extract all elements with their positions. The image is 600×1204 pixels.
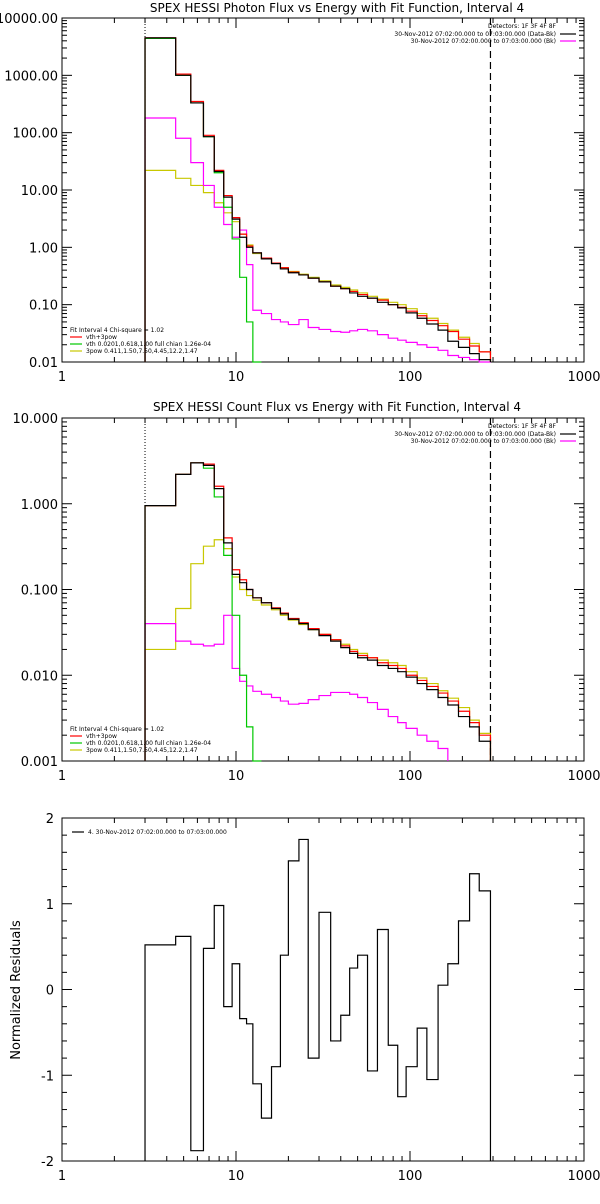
photon-flux-x-tick-label: 100 xyxy=(398,370,423,385)
count-flux-legend-entry: 3pow 0.411,1.50,7.50,4.45,12.2,1.47 xyxy=(86,747,198,754)
count-flux-x-tick-label: 1 xyxy=(58,769,66,784)
count-flux-series-vth xyxy=(145,463,261,761)
photon-flux-x-tick-label: 1 xyxy=(58,370,66,385)
count-flux-plot-frame xyxy=(62,418,584,761)
residuals-x-axis: 1 10 100 1000 xyxy=(58,818,600,1184)
photon-flux-legend-entry: 3pow 0.411,1.50,7.50,4.45,12.2,1.47 xyxy=(86,348,198,355)
count-flux-legend-entry: vth 0.0201,0.618,1.00 full chian 1.26e-0… xyxy=(86,740,211,747)
photon-flux-y-tick-label: 10000.00 xyxy=(0,12,58,27)
photon-flux-series-vth xyxy=(145,38,261,362)
photon-flux-title: SPEX HESSI Photon Flux vs Energy with Fi… xyxy=(150,1,524,15)
photon-flux-x-tick-label: 1000 xyxy=(567,370,600,385)
residuals-x-tick-label: 10 xyxy=(228,1169,245,1184)
count-flux-y-tick-label: 10.000 xyxy=(13,412,59,427)
photon-flux-y-tick-label: 1000.00 xyxy=(4,69,58,84)
residuals-x-tick-label: 100 xyxy=(398,1169,423,1184)
count-flux-legend-fit-header: Fit Interval 4 Chi-square = 1.02 xyxy=(70,726,164,733)
count-flux-legend-entry: 30-Nov-2012 07:02:00.000 to 07:03:00.000… xyxy=(411,438,556,445)
photon-flux-legend-entry: vth+3pow xyxy=(86,334,117,341)
photon-flux-legend-fit-header: Fit Interval 4 Chi-square = 1.02 xyxy=(70,327,164,334)
count-flux-legend-entry: 30-Nov-2012 07:02:00.000 to 07:03:00.000… xyxy=(394,431,556,438)
photon-flux-y-tick-label: 1.00 xyxy=(29,241,58,256)
photon-flux-series-data-minus-bk xyxy=(145,38,490,362)
count-flux-y-tick-label: 0.001 xyxy=(21,755,58,770)
photon-flux-y-tick-label: 0.10 xyxy=(29,299,58,314)
count-flux-y-tick-label: 0.010 xyxy=(21,669,58,684)
count-flux-legend-detectors: Detectors: 1F 3F 4F 8F xyxy=(488,423,557,430)
count-flux-y-axis: 0.001 0.010 0.100 1.000 10.000 xyxy=(13,412,585,770)
residuals-y-tick-label: 1 xyxy=(46,898,54,913)
photon-flux-series-3pow xyxy=(145,170,490,362)
photon-flux-legend-fit: Fit Interval 4 Chi-square = 1.02vth+3pow… xyxy=(70,327,211,355)
count-flux-legend-entry: vth+3pow xyxy=(86,733,117,740)
count-flux-series-3pow xyxy=(145,540,490,761)
count-flux-title: SPEX HESSI Count Flux vs Energy with Fit… xyxy=(153,400,521,414)
photon-flux-y-tick-label: 100.00 xyxy=(13,127,59,142)
count-flux-legend-fit: Fit Interval 4 Chi-square = 1.02vth+3pow… xyxy=(70,726,211,754)
count-flux-panel: SPEX HESSI Count Flux vs Energy with Fit… xyxy=(13,400,600,784)
photon-flux-legend-entry: 30-Nov-2012 07:02:00.000 to 07:03:00.000… xyxy=(411,38,556,45)
count-flux-series-vth-plus-3pow xyxy=(145,463,490,761)
residuals-plot-frame xyxy=(62,818,584,1161)
photon-flux-y-axis: 0.01 0.10 1.00 10.00 100.00 1000.00 10000.00 xyxy=(0,12,584,371)
count-flux-x-tick-label: 100 xyxy=(398,769,423,784)
count-flux-x-tick-label: 10 xyxy=(228,769,245,784)
residuals-y-axis: -2 -1 0 1 2 xyxy=(41,812,584,1170)
photon-flux-panel: SPEX HESSI Photon Flux vs Energy with Fi… xyxy=(0,1,600,385)
photon-flux-plot-frame xyxy=(62,18,584,362)
residuals-y-tick-label: 0 xyxy=(46,984,54,999)
residuals-y-tick-label: -1 xyxy=(41,1069,54,1084)
photon-flux-y-tick-label: 0.01 xyxy=(29,356,58,371)
residuals-legend: 4. 30-Nov-2012 07:02:00.000 to 07:03:00.… xyxy=(72,829,227,836)
photon-flux-series-vth-plus-3pow xyxy=(145,38,490,362)
photon-flux-legend-detectors: Detectors: 1F 3F 4F 8F xyxy=(488,23,557,30)
residuals-panel: Normalized Residuals 1 10 100 1000 -2 -1 0 1 2 4.… xyxy=(9,812,600,1184)
photon-flux-legend-entry: vth 0.0201,0.618,1.00 full chian 1.26e-0… xyxy=(86,341,211,348)
count-flux-y-tick-label: 0.100 xyxy=(21,584,58,599)
residuals-y-tick-label: -2 xyxy=(41,1155,54,1170)
photon-flux-x-tick-label: 10 xyxy=(228,370,245,385)
residuals-series-residual xyxy=(145,839,490,1161)
count-flux-x-tick-label: 1000 xyxy=(567,769,600,784)
photon-flux-legend-entry: 30-Nov-2012 07:02:00.000 to 07:03:00.000… xyxy=(394,31,556,38)
residuals-y-axis-label: Normalized Residuals xyxy=(9,920,24,1060)
count-flux-y-tick-label: 1.000 xyxy=(21,498,58,513)
count-flux-series-data-minus-bk xyxy=(145,463,490,761)
residuals-y-tick-label: 2 xyxy=(46,812,54,827)
photon-flux-y-tick-label: 10.00 xyxy=(21,184,58,199)
residuals-x-tick-label: 1 xyxy=(58,1169,66,1184)
residuals-x-tick-label: 1000 xyxy=(567,1169,600,1184)
residuals-legend-entry: 4. 30-Nov-2012 07:02:00.000 to 07:03:00.… xyxy=(88,829,227,836)
